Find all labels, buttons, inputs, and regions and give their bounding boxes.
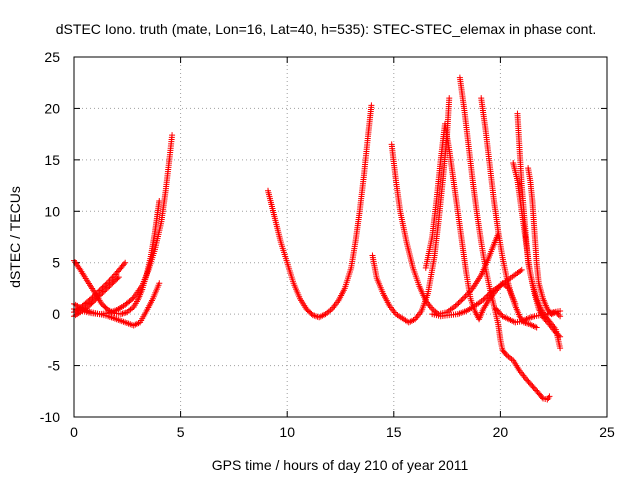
y-axis-label: dSTEC / TECUs xyxy=(7,186,23,288)
data-point xyxy=(542,317,549,324)
data-point xyxy=(455,300,462,307)
data-point xyxy=(493,306,500,312)
data-point xyxy=(86,296,93,303)
x-tick-label: 10 xyxy=(279,424,295,440)
data-point xyxy=(557,333,564,340)
data-point xyxy=(483,294,490,300)
data-point xyxy=(522,375,529,382)
data-point xyxy=(486,291,493,298)
x-tick-label: 0 xyxy=(70,424,78,440)
data-point xyxy=(98,291,105,298)
data-point xyxy=(114,275,121,282)
y-tick-label: 5 xyxy=(52,255,60,271)
data-point xyxy=(100,288,107,295)
y-tick-label: 15 xyxy=(44,152,60,168)
series-16 xyxy=(493,306,564,326)
data-point xyxy=(458,297,465,304)
data-point xyxy=(484,292,491,299)
data-point xyxy=(93,295,100,302)
series-5 xyxy=(71,280,163,329)
data-point xyxy=(496,310,503,317)
data-point xyxy=(95,294,102,300)
chart-title: dSTEC Iono. truth (mate, Lon=16, Lat=40,… xyxy=(56,21,596,37)
plot-frame xyxy=(73,56,608,418)
data-point xyxy=(120,261,127,268)
y-tick-labels: -10 -5 0 5 10 15 20 25 xyxy=(40,49,60,425)
data-point xyxy=(96,292,103,299)
data-point xyxy=(91,297,98,304)
y-tick-label: 20 xyxy=(44,100,60,116)
data-point xyxy=(524,377,531,384)
y-tick-label: 0 xyxy=(52,306,60,322)
data-point xyxy=(156,280,163,287)
data-point xyxy=(129,295,136,302)
data-point xyxy=(538,394,545,401)
data-point xyxy=(546,393,553,400)
x-tick-label: 15 xyxy=(386,424,402,440)
x-axis-label: GPS time / hours of day 210 of year 2011 xyxy=(212,457,469,473)
data-point xyxy=(529,383,536,390)
data-point xyxy=(543,318,550,325)
data-point xyxy=(446,95,453,102)
series-11 xyxy=(478,95,540,331)
data-point xyxy=(525,378,532,385)
data-point xyxy=(115,274,122,281)
data-point xyxy=(494,307,501,314)
data-point xyxy=(557,308,564,315)
data-point xyxy=(481,295,488,302)
data-point xyxy=(106,283,113,290)
series-4 xyxy=(71,274,122,320)
y-tick-label: 25 xyxy=(44,49,60,65)
data-point xyxy=(454,301,461,308)
data-point xyxy=(526,380,533,387)
data-point xyxy=(487,289,494,296)
x-tick-label: 25 xyxy=(599,424,615,440)
data-point xyxy=(555,332,562,339)
data-point xyxy=(480,296,487,303)
data-point xyxy=(557,313,564,320)
data-point xyxy=(502,351,509,357)
data-point xyxy=(533,324,540,331)
data-point xyxy=(102,287,109,294)
data-point xyxy=(518,266,525,273)
data-point xyxy=(368,102,375,109)
x-tick-label: 20 xyxy=(493,424,509,440)
data-point xyxy=(533,387,540,394)
y-tick-label: 10 xyxy=(44,203,60,219)
data-point xyxy=(107,281,114,288)
x-tick-label: 5 xyxy=(177,424,185,440)
data-point xyxy=(530,384,537,391)
series-6 xyxy=(265,102,375,321)
data-point xyxy=(531,386,538,393)
series-14 xyxy=(510,159,564,340)
data-point xyxy=(545,319,552,326)
data-point xyxy=(452,302,459,309)
data-point xyxy=(528,381,535,388)
data-point xyxy=(99,289,106,296)
series-15 xyxy=(525,165,564,320)
data-point xyxy=(122,259,129,266)
data-point xyxy=(517,267,524,274)
data-point xyxy=(495,308,502,315)
data-point xyxy=(456,298,463,305)
data-point xyxy=(557,345,564,352)
y-tick-label: -10 xyxy=(40,409,60,425)
y-tick-label: -5 xyxy=(48,358,61,374)
data-points xyxy=(71,74,564,403)
data-point xyxy=(459,296,466,303)
data-point xyxy=(92,296,99,303)
x-tick-labels: 0 5 10 15 20 25 xyxy=(70,424,615,440)
data-point xyxy=(105,284,112,291)
data-point xyxy=(554,331,561,338)
data-point xyxy=(541,315,548,322)
series-12 xyxy=(429,266,525,320)
data-point xyxy=(555,311,562,318)
data-point xyxy=(169,132,176,139)
series-10 xyxy=(456,74,553,403)
data-point xyxy=(103,285,110,292)
data-point xyxy=(552,329,559,336)
